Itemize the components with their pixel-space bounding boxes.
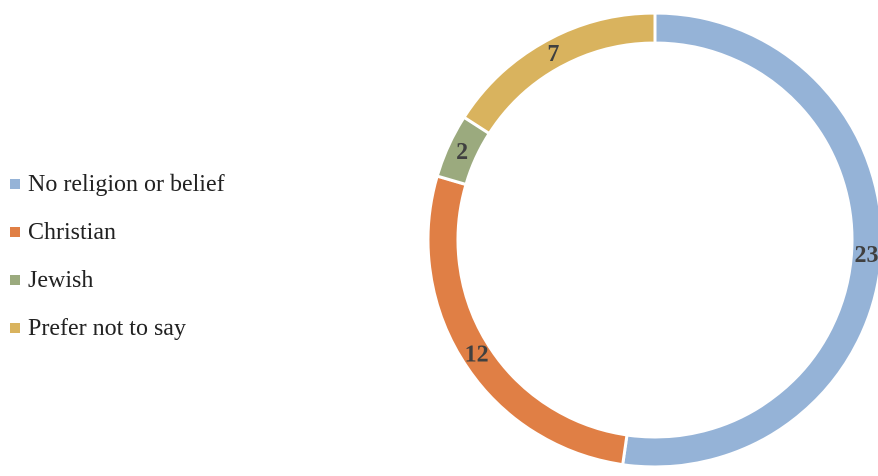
legend-swatch-jewish [10, 275, 20, 285]
legend-swatch-prefer-not-to-say [10, 323, 20, 333]
data-label-no-religion: 23 [854, 242, 878, 268]
legend-item-prefer-not-to-say: Prefer not to say [10, 304, 225, 352]
legend-item-no-religion: No religion or belief [10, 160, 225, 208]
slice-christian [426, 174, 629, 467]
legend-label-prefer-not-to-say: Prefer not to say [28, 314, 186, 341]
slice-prefer-not-to-say [461, 11, 657, 136]
data-label-jewish: 2 [456, 139, 468, 165]
legend-item-christian: Christian [10, 208, 225, 256]
legend-swatch-christian [10, 227, 20, 237]
data-label-prefer-not-to-say: 7 [547, 41, 559, 67]
legend-item-jewish: Jewish [10, 256, 225, 304]
legend-swatch-no-religion [10, 179, 20, 189]
legend: No religion or belief Christian Jewish P… [10, 160, 225, 352]
legend-label-no-religion: No religion or belief [28, 170, 225, 197]
legend-label-jewish: Jewish [28, 266, 94, 293]
slice-no-religion [620, 11, 878, 469]
legend-label-christian: Christian [28, 218, 116, 245]
data-label-christian: 12 [465, 342, 489, 368]
